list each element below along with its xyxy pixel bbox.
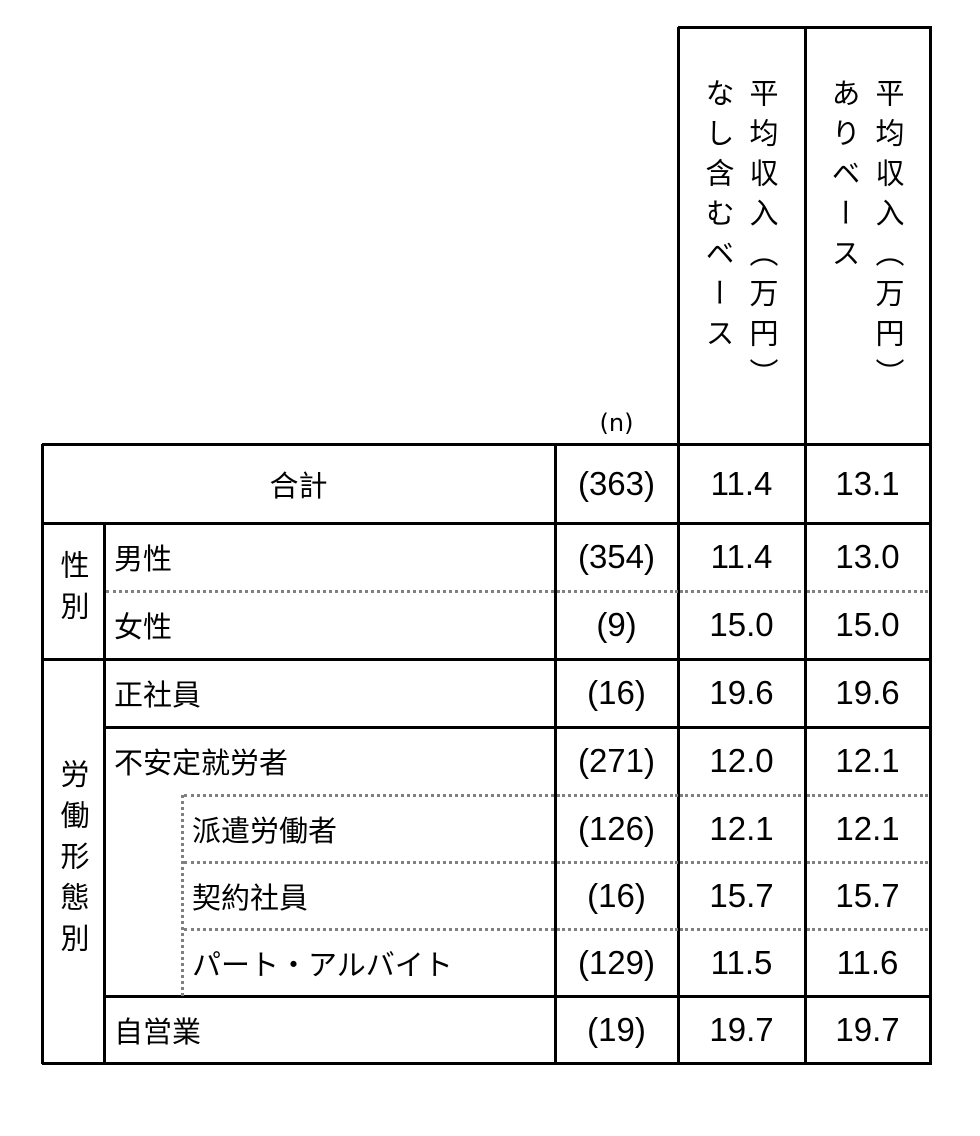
row-n: (354) (577, 538, 656, 575)
row-value: 19.7 (709, 1010, 774, 1048)
grid-line (677, 27, 680, 1064)
row-value: 12.1 (835, 809, 900, 847)
row-n: (271) (577, 742, 656, 779)
grid-line (42, 658, 932, 661)
grid-line (104, 726, 932, 729)
row-value: 15.0 (709, 606, 774, 643)
row-value: 11.4 (710, 464, 773, 502)
row-label: 正社員 (114, 678, 202, 712)
column-header-with-income: 平均収入（万円）ありベース (827, 78, 905, 398)
row-value: 11.4 (710, 538, 773, 575)
row-value: 11.5 (710, 943, 773, 981)
row-value: 19.6 (835, 674, 900, 711)
row-label: パート・アルバイト (192, 947, 453, 982)
column-header-without-zero: 平均収入（万円）なし含むベース (701, 78, 779, 398)
row-n: (16) (587, 674, 646, 711)
grid-line (41, 444, 44, 1064)
dotted-line (557, 590, 678, 593)
row-label: 合計 (269, 468, 328, 503)
grid-line (104, 995, 932, 998)
grid-line (42, 522, 932, 525)
dotted-line (807, 928, 928, 931)
dotted-line (807, 794, 928, 797)
n-header: (n) (599, 409, 634, 437)
grid-line (103, 523, 106, 1064)
row-label: 契約社員 (192, 880, 309, 915)
row-label: 女性 (114, 610, 173, 644)
row-label: 自営業 (114, 1014, 202, 1049)
row-value: 13.1 (835, 464, 900, 502)
dotted-line (680, 590, 801, 593)
dotted-line (184, 928, 554, 931)
dotted-line (557, 861, 678, 864)
dotted-line (807, 590, 928, 593)
dotted-line (557, 794, 678, 797)
row-value: 12.1 (835, 742, 900, 779)
grid-line (929, 27, 932, 1064)
row-value: 15.7 (709, 876, 774, 914)
row-value: 15.0 (835, 606, 900, 643)
row-label: 不安定就労者 (114, 746, 289, 780)
row-n: (9) (596, 606, 637, 643)
grid-line (42, 1062, 932, 1065)
dotted-line (184, 794, 554, 797)
grid-line (554, 444, 557, 1064)
row-value: 12.1 (709, 809, 774, 847)
row-value: 19.6 (709, 674, 774, 711)
dotted-line (557, 928, 678, 931)
row-value: 15.7 (835, 876, 900, 914)
grid-line (42, 443, 932, 446)
dotted-line (680, 794, 801, 797)
row-n: (126) (577, 809, 656, 847)
dotted-line (680, 928, 801, 931)
row-n: (129) (577, 943, 656, 981)
group-label-employment: 労働形態別 (56, 758, 90, 964)
dotted-line (184, 861, 554, 864)
row-n: (363) (577, 464, 656, 502)
dotted-line (181, 795, 184, 996)
row-value: 11.6 (836, 943, 899, 981)
dotted-line (807, 861, 928, 864)
dotted-line (680, 861, 801, 864)
row-value: 12.0 (709, 742, 774, 779)
row-label: 派遣労働者 (192, 813, 338, 848)
group-label-gender: 性別 (56, 550, 90, 632)
row-label: 男性 (114, 542, 173, 576)
row-n: (16) (587, 876, 646, 914)
grid-line (804, 27, 807, 1064)
row-value: 19.7 (835, 1010, 900, 1048)
row-value: 13.0 (835, 538, 900, 575)
row-n: (19) (587, 1010, 646, 1048)
dotted-line (106, 590, 554, 593)
